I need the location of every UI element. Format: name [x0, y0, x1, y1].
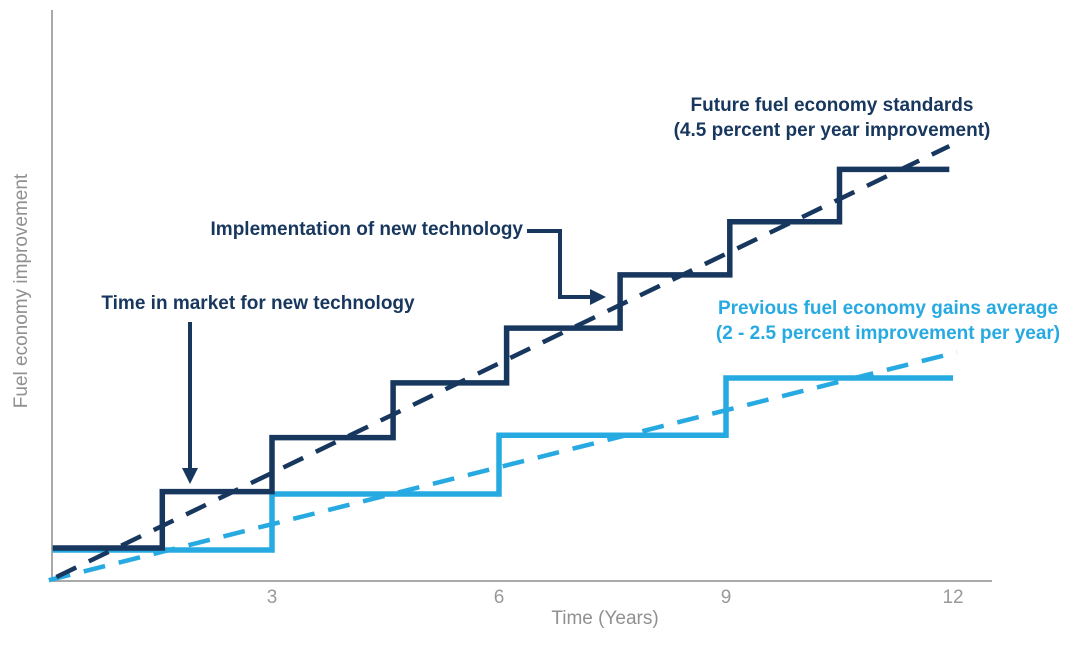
previous-steps-line — [52, 375, 953, 553]
time-in-market-annotation-label: Time in market for new technology — [101, 293, 415, 314]
previous-gains-label: Previous fuel economy gains average (2 -… — [716, 296, 1060, 346]
future-standards-label-line2: (4.5 percent per year improvement) — [673, 120, 991, 141]
time-in-market-arrowhead-icon — [182, 468, 198, 484]
implementation-arrow-line — [527, 229, 594, 299]
previous-gains-label-line2: (2 - 2.5 percent improvement per year) — [715, 323, 1061, 344]
future-trend-dashed-line — [55, 144, 951, 580]
previous-gains-label-line1: Previous fuel economy gains average — [717, 298, 1059, 319]
x-tick-label-12: 12 — [942, 587, 964, 608]
x-tick-label-3: 3 — [266, 587, 278, 608]
future-standards-label: Future fuel economy standards (4.5 perce… — [674, 93, 991, 143]
x-tick-label-9: 9 — [720, 587, 732, 608]
previous-trend-dashed-line — [48, 350, 958, 583]
future-standards-label-line1: Future fuel economy standards — [690, 95, 974, 116]
y-axis-title: Fuel economy improvement — [11, 173, 32, 409]
x-axis-title: Time (Years) — [551, 608, 659, 629]
future-steps-line — [52, 166, 950, 551]
implementation-annotation-label: Implementation of new technology — [210, 219, 523, 240]
x-tick-label-6: 6 — [493, 587, 505, 608]
implementation-arrowhead-icon — [590, 289, 606, 305]
